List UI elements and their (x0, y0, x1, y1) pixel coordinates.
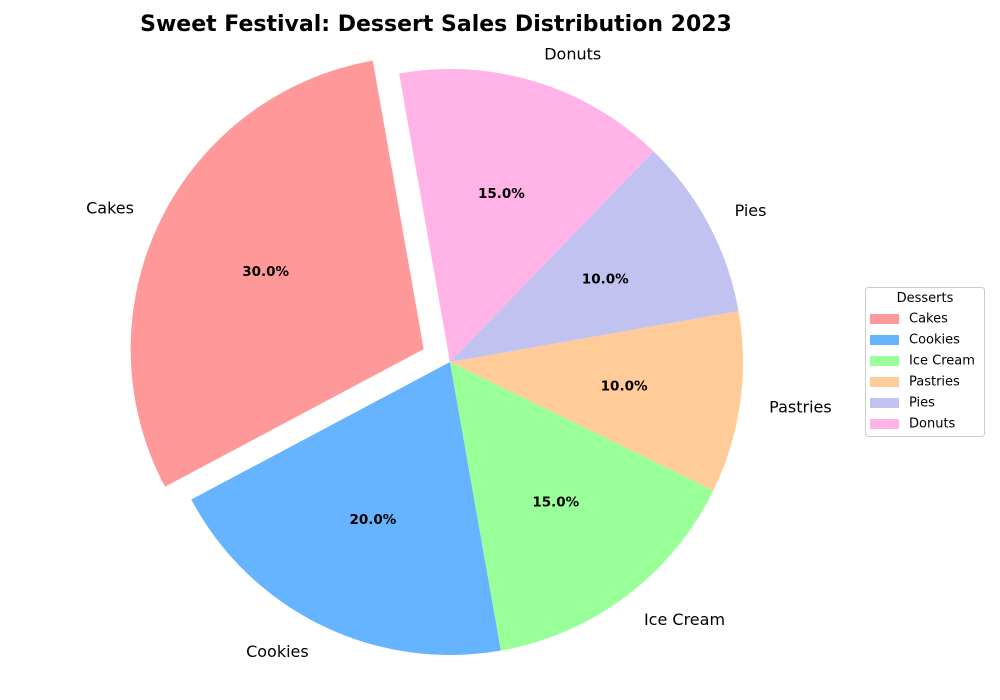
legend-items: Cakes Cookies Ice Cream Pastries Pies Donuts (870, 312, 975, 432)
legend-swatch-ice-cream (870, 356, 899, 366)
slice-label-pastries: Pastries (769, 397, 832, 416)
legend-label-donuts: Donuts (909, 417, 956, 432)
slice-label-cookies: Cookies (246, 642, 309, 661)
slice-label-ice-cream: Ice Cream (644, 610, 725, 629)
chart-title: Sweet Festival: Dessert Sales Distributi… (140, 12, 732, 37)
pie-slice-pastries (450, 311, 743, 491)
legend: Desserts Cakes Cookies Ice Cream Pastries Pi… (865, 287, 985, 437)
slice-label-donuts: Donuts (544, 44, 601, 63)
legend-label-cakes: Cakes (909, 312, 948, 327)
slice-label-pies: Pies (735, 201, 767, 220)
legend-label-cookies: Cookies (909, 333, 960, 348)
legend-swatch-cakes (870, 314, 899, 324)
legend-label-ice-cream: Ice Cream (909, 354, 975, 369)
percent-label-cookies: 20.0% (350, 512, 397, 528)
pie-slices (130, 60, 743, 655)
pie-slice-ice-cream (450, 362, 714, 651)
legend-swatch-pastries (870, 377, 899, 387)
pie-slice-cookies (191, 362, 501, 655)
pie-slice-pies (450, 151, 739, 362)
percent-label-pies: 10.0% (582, 271, 629, 287)
percent-label-pastries: 10.0% (601, 378, 648, 394)
legend-swatch-pies (870, 398, 899, 408)
percent-label-donuts: 15.0% (478, 186, 525, 202)
legend-swatch-donuts (870, 419, 899, 429)
pie-slice-cakes (130, 60, 424, 487)
percent-label-ice-cream: 15.0% (532, 494, 579, 510)
legend-swatch-cookies (870, 335, 899, 345)
legend-label-pies: Pies (909, 396, 935, 411)
percent-label-cakes: 30.0% (242, 264, 289, 280)
slice-labels: Cakes Cookies Ice Cream Pastries Pies Donuts (86, 44, 832, 661)
slice-label-cakes: Cakes (86, 198, 134, 217)
legend-title: Desserts (897, 291, 954, 306)
percent-labels: 30.0% 20.0% 15.0% 10.0% 10.0% 15.0% (242, 186, 648, 528)
pie-slice-donuts (399, 69, 654, 362)
legend-label-pastries: Pastries (909, 375, 960, 390)
